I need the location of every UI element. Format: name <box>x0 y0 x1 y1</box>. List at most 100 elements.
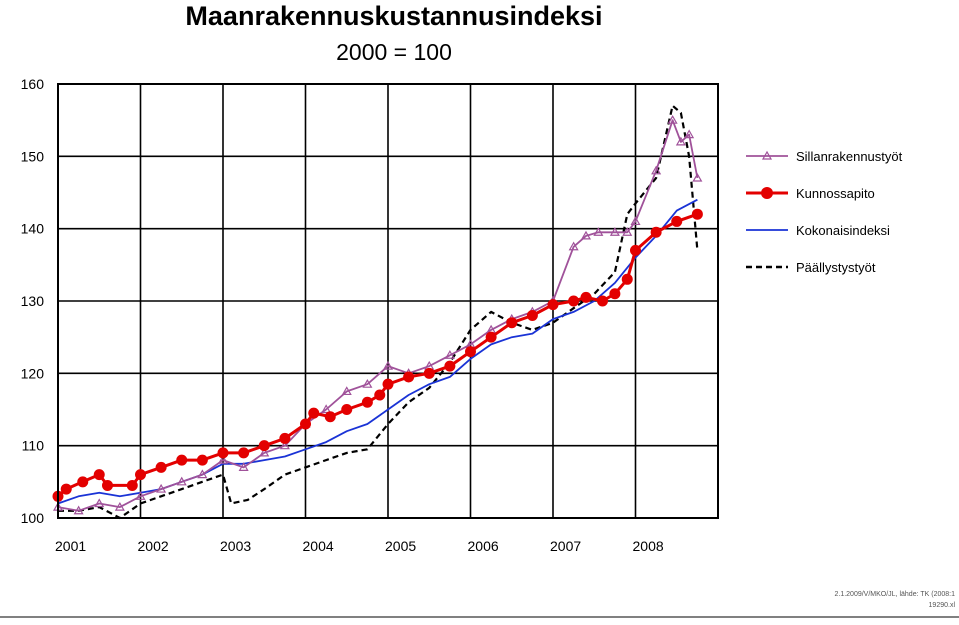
data-point <box>259 447 270 457</box>
legend-item: Sillanrakennustyöt <box>746 149 903 164</box>
data-point <box>684 129 695 139</box>
data-point <box>609 288 621 300</box>
data-point <box>609 227 620 236</box>
data-point <box>403 371 415 383</box>
series-line <box>58 104 699 520</box>
legend: Sillanrakennustyöt Kunnossapito Kokonaisin… <box>746 149 903 275</box>
data-point <box>156 483 167 493</box>
data-point <box>135 469 146 481</box>
series-1 <box>52 208 703 502</box>
y-tick-label: 110 <box>22 438 45 454</box>
data-point <box>692 172 703 182</box>
data-point <box>217 447 229 459</box>
data-point <box>362 378 373 388</box>
data-point <box>196 454 208 466</box>
series-line <box>57 212 698 498</box>
series-2 <box>57 198 698 505</box>
legend-label: Kokonaisindeksi <box>796 223 890 238</box>
plot-frame <box>57 83 719 519</box>
data-point <box>176 454 188 466</box>
data-point <box>321 404 332 414</box>
x-tick-label: 2001 <box>55 538 86 554</box>
x-tick-label: 2006 <box>468 538 499 554</box>
legend-marker <box>761 150 773 160</box>
data-point <box>568 241 579 251</box>
data-point <box>238 462 249 471</box>
data-point <box>73 505 84 515</box>
data-point <box>580 291 592 303</box>
series-layer <box>52 104 703 520</box>
data-point <box>423 367 435 379</box>
data-point <box>568 295 580 307</box>
legend-label: Sillanrakennustyöt <box>796 149 903 164</box>
data-point <box>671 215 683 227</box>
data-point <box>526 309 538 321</box>
data-point <box>622 227 633 236</box>
x-tick-label: 2004 <box>303 538 334 554</box>
data-point <box>506 317 518 329</box>
data-point <box>651 165 662 175</box>
series-line <box>57 119 699 512</box>
data-point <box>300 418 311 430</box>
x-tick-label: 2005 <box>385 538 416 554</box>
footnote-source: 2.1.2009/V/MKO/JL, lähde: TK (2008:1 <box>834 591 955 598</box>
legend-item: Kunnossapito <box>746 186 875 201</box>
y-tick-label: 160 <box>21 76 45 92</box>
data-point <box>465 346 476 358</box>
data-point <box>630 216 641 226</box>
legend-label: Päällystystyöt <box>796 260 876 275</box>
series-0 <box>52 114 703 515</box>
data-point <box>361 396 373 408</box>
legend-item: Päällystystyöt <box>746 260 876 275</box>
data-point <box>667 114 678 124</box>
data-point <box>580 230 592 240</box>
data-point <box>238 447 250 459</box>
data-point <box>279 432 291 444</box>
y-tick-label: 120 <box>21 365 45 381</box>
y-tick-label: 140 <box>21 221 45 237</box>
data-point <box>324 411 336 423</box>
data-point <box>650 226 662 238</box>
footnote-file: 19290.xl <box>929 602 956 609</box>
data-point <box>630 244 641 256</box>
data-point <box>597 295 608 307</box>
data-point <box>374 389 386 401</box>
data-point <box>258 440 270 452</box>
data-point <box>279 440 290 450</box>
y-tick-label: 130 <box>21 293 45 309</box>
chart-title: Maanrakennuskustannusindeksi <box>185 1 602 31</box>
data-point <box>135 491 146 500</box>
x-tick-label: 2003 <box>220 538 251 554</box>
data-point <box>60 483 72 495</box>
data-point <box>155 461 167 473</box>
data-point <box>382 378 394 390</box>
data-point <box>114 501 125 511</box>
data-point <box>341 404 353 415</box>
data-point <box>102 479 113 491</box>
data-point <box>485 331 497 343</box>
data-point <box>126 479 138 491</box>
legend-item: Kokonaisindeksi <box>746 223 890 238</box>
x-tick-label: 2002 <box>138 538 169 554</box>
y-tick-label: 100 <box>21 510 45 526</box>
data-point <box>77 476 89 488</box>
data-point <box>341 386 352 396</box>
data-point <box>691 208 703 220</box>
data-point <box>547 299 559 311</box>
chart-subtitle: 2000 = 100 <box>336 39 452 65</box>
data-point <box>176 476 187 486</box>
x-tick-label: 2008 <box>633 538 664 554</box>
data-point <box>197 469 208 479</box>
x-axis-ticks: 2001 2002 2003 2004 2005 2006 2007 2008 <box>55 538 664 554</box>
series-3 <box>58 104 699 520</box>
data-point <box>94 498 105 508</box>
data-point <box>308 407 320 419</box>
data-point <box>444 360 456 372</box>
data-point <box>593 227 604 236</box>
legend-marker <box>761 187 773 199</box>
data-point <box>675 136 686 146</box>
y-tick-label: 150 <box>21 148 45 164</box>
y-axis-ticks: 100 110 120 130 140 150 160 <box>21 76 45 526</box>
x-tick-label: 2007 <box>550 538 581 554</box>
